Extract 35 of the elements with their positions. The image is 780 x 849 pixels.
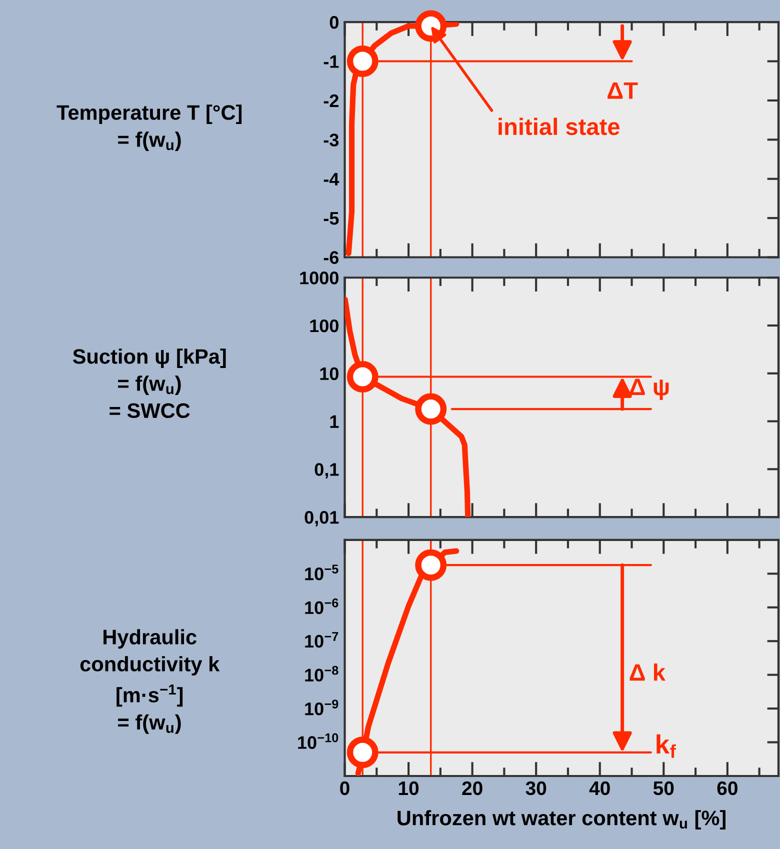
- y-tick-label: 10$^{−10}$: [298, 733, 338, 749]
- y-tick-label: -2: [324, 94, 338, 108]
- y-tick-label: -3: [324, 134, 339, 146]
- y-axis-title: Suction ψ [kPa] = f(w$_{u}$) = SWCC: [72, 348, 226, 418]
- x-axis-title: Unfrozen wt water content w$_{u}$ [%]: [398, 810, 726, 830]
- x-tick-label: 40: [589, 781, 610, 796]
- y-axis-title: Temperature T [°C] = f(w$_{u}$): [56, 104, 242, 152]
- y-tick-label: -6: [324, 251, 339, 264]
- y-tick-label: -1: [324, 55, 339, 68]
- x-tick-label: 30: [526, 781, 546, 796]
- y-tick-label: 1000: [300, 272, 338, 284]
- x-tick-label: 20: [462, 781, 482, 796]
- y-tick-label: 10$^{−6}$: [305, 598, 338, 614]
- x-tick-label: 10: [398, 781, 419, 796]
- y-tick-label: 100: [310, 319, 338, 332]
- y-tick-label: 10$^{−5}$: [305, 564, 338, 580]
- y-tick-label: 0,1: [314, 463, 339, 478]
- y-axis-title: Hydraulic conductivity k [m·s$^{−1}$] = f(w$_{u}$): [80, 629, 220, 734]
- annotation: initial state: [498, 118, 620, 136]
- y-tick-label: 0,01: [304, 510, 339, 526]
- x-tick-label: 0: [340, 781, 350, 796]
- y-tick-label: -5: [324, 212, 339, 225]
- annotation: k$_{f}$: [656, 734, 676, 758]
- y-tick-label: -4: [324, 172, 340, 186]
- annotation: Δ k: [630, 663, 666, 681]
- y-tick-label: 10: [320, 367, 338, 380]
- annotation: Δ ψ: [630, 378, 669, 400]
- y-tick-label: 10$^{−7}$: [305, 632, 338, 648]
- x-tick-label: 60: [717, 781, 738, 796]
- x-tick-label: 50: [653, 781, 674, 796]
- y-tick-label: 10$^{−8}$: [305, 666, 338, 682]
- y-tick-label: 0: [330, 16, 338, 29]
- y-tick-label: 1: [330, 415, 339, 428]
- annotation: ΔT: [608, 82, 638, 99]
- y-tick-label: 10$^{−9}$: [305, 700, 338, 716]
